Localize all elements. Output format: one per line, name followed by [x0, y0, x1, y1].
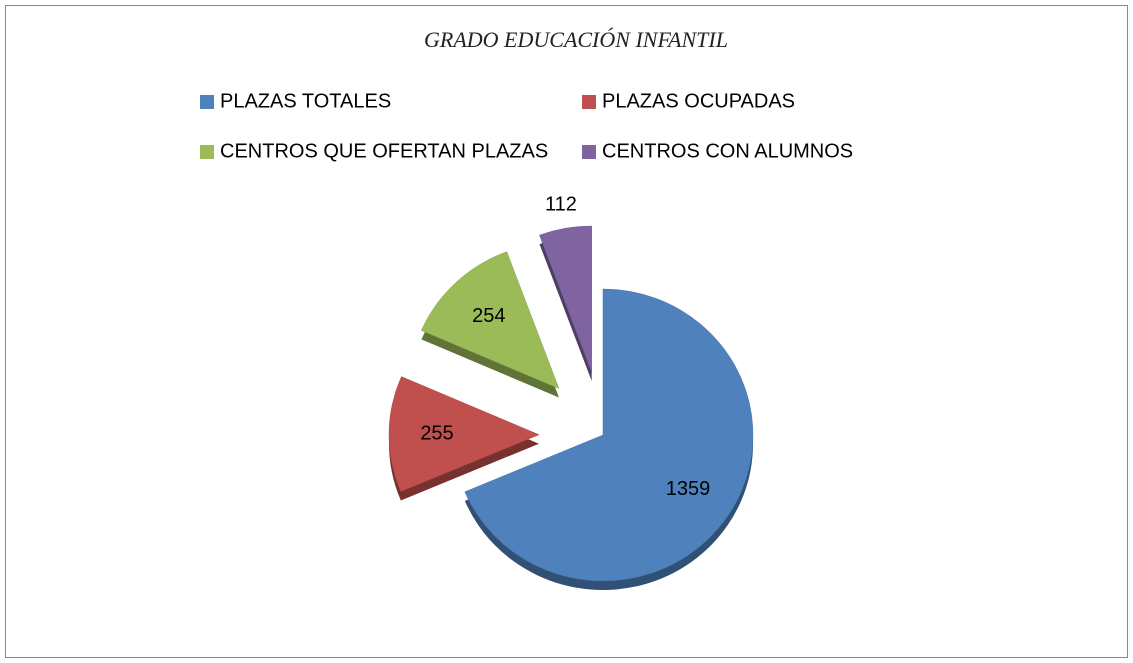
legend-swatch — [200, 145, 214, 159]
data-label: 254 — [472, 305, 505, 327]
legend-swatch — [200, 95, 214, 109]
legend-label: CENTROS CON ALUMNOS — [602, 140, 853, 162]
legend-swatch — [582, 95, 596, 109]
legend-label: CENTROS QUE OFERTAN PLAZAS — [220, 140, 548, 162]
slice — [388, 376, 540, 492]
legend-label: PLAZAS TOTALES — [220, 90, 391, 112]
slice — [421, 251, 560, 389]
legend-swatch — [582, 145, 596, 159]
chart-title: GRADO EDUCACIÓN INFANTIL — [424, 27, 728, 52]
legend-label: PLAZAS OCUPADAS — [602, 90, 795, 112]
data-label: 1359 — [666, 478, 711, 500]
slice — [539, 225, 592, 373]
slice — [464, 288, 754, 582]
data-label: 112 — [545, 194, 577, 216]
data-label: 255 — [420, 423, 453, 445]
